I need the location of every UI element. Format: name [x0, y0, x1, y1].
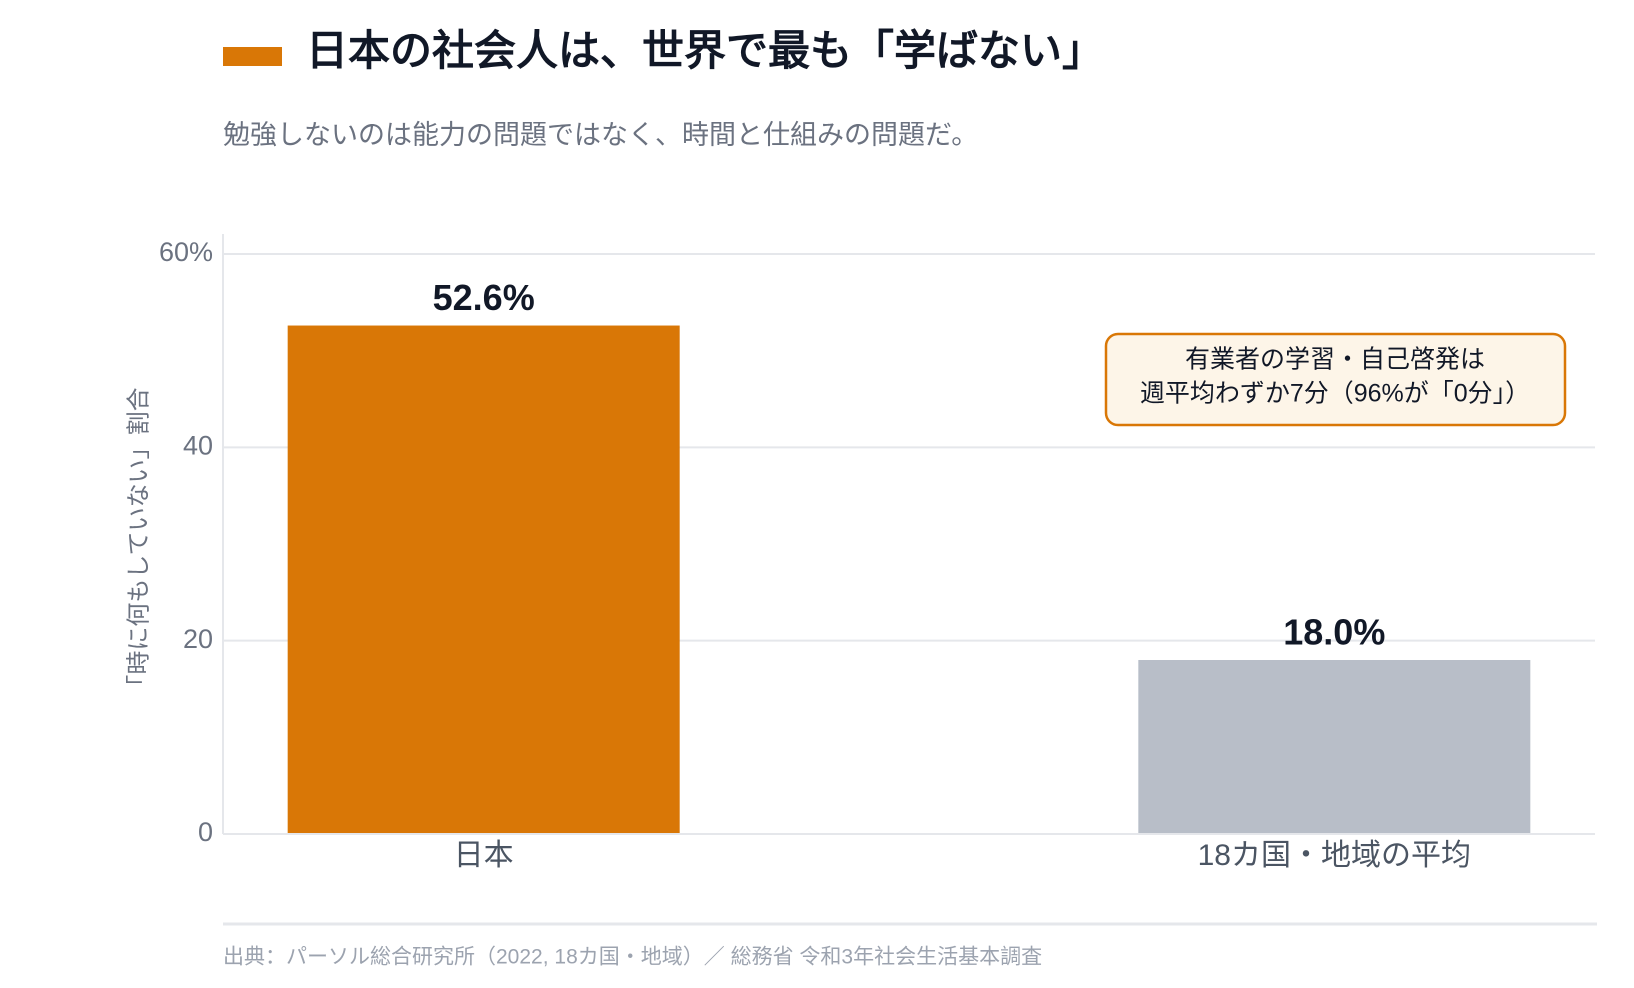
annotation-box	[1104, 332, 1567, 427]
y-tick-label: 40	[183, 430, 213, 460]
y-tick-label: 20	[183, 624, 213, 654]
title-accent	[223, 47, 282, 66]
y-axis-label: 「時に何もしていない」割合	[125, 387, 152, 698]
x-tick-label: 日本	[454, 839, 514, 872]
annotation-text: 週平均わずか7分（96%が「0分」）	[1140, 380, 1530, 408]
annotation-text: 有業者の学習・自己啓発は	[1185, 346, 1485, 374]
chart-subtitle: 勉強しないのは能力の問題ではなく、時間と仕組みの問題だ。	[223, 120, 978, 150]
bar	[1138, 660, 1531, 834]
x-tick-label: 18カ国・地域の平均	[1198, 839, 1471, 872]
y-tick-label: 0	[198, 817, 213, 847]
bar	[287, 325, 680, 834]
value-label: 18.0%	[1283, 612, 1385, 653]
source: 出典：パーソル総合研究所（2022, 18カ国・地域）／ 総務省 令和3年社会生…	[223, 946, 1042, 969]
y-tick-label: 60%	[159, 237, 213, 267]
chart-title: 日本の社会人は、世界で最も「学ばない」	[306, 27, 1104, 74]
value-label: 52.6%	[433, 277, 535, 318]
